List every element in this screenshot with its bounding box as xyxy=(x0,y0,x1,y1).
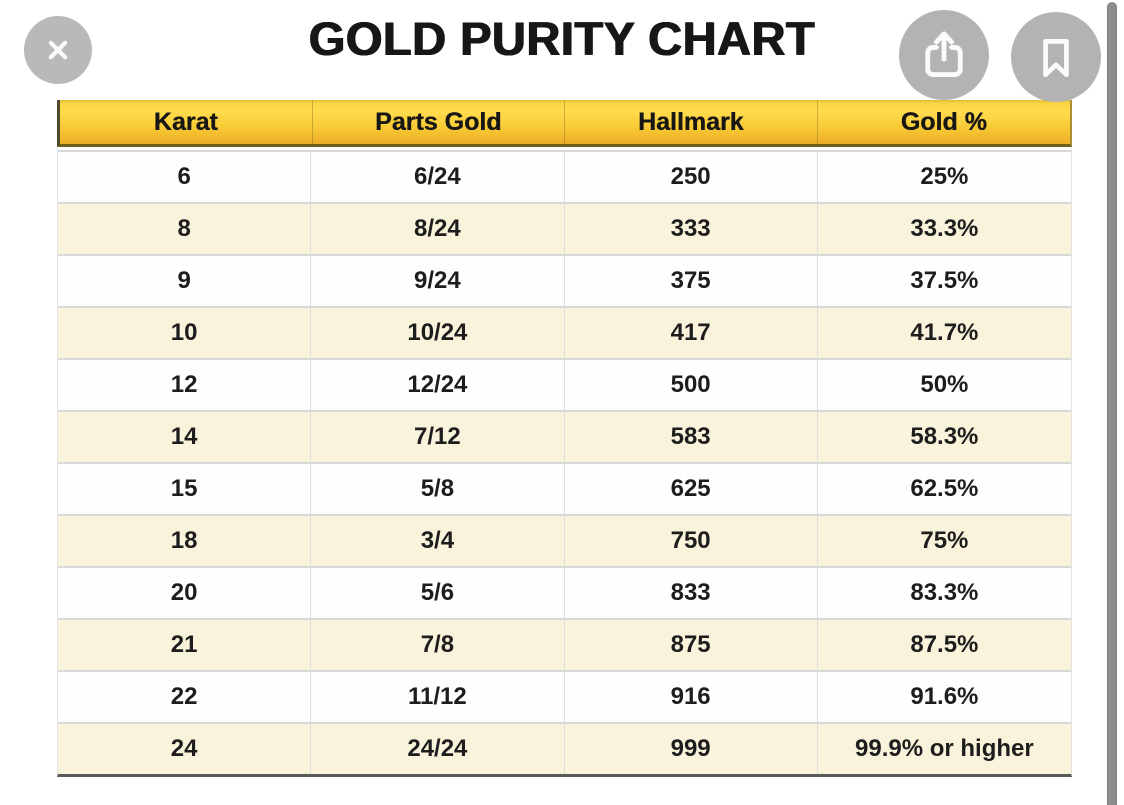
table-cell: 99.9% or higher xyxy=(855,735,1034,762)
table-row: 22 11/12 916 91.6% xyxy=(58,670,1071,722)
table-row: 12 12/24 500 50% xyxy=(58,358,1071,410)
table-cell: 875 xyxy=(565,620,818,670)
table-row: 15 5/8 625 62.5% xyxy=(58,462,1071,514)
table-cell: 75% xyxy=(920,527,969,554)
table-cell: 10 xyxy=(58,308,312,358)
table-row: 6 6/24 250 25% xyxy=(58,150,1071,202)
page-title: GOLD PURITY CHART xyxy=(308,12,816,65)
table-cell: 6 xyxy=(58,152,312,202)
table-body: 6 6/24 250 25% 8 8/24 333 33.3% 9 9/24 375 37.5% 10 1… xyxy=(57,147,1072,777)
table-cell: 916 xyxy=(565,672,818,722)
bookmark-button[interactable] xyxy=(1011,12,1101,102)
table-cell: 3/4 xyxy=(311,516,565,566)
table-cell: 10/24 xyxy=(311,308,565,358)
table-cell: 375 xyxy=(565,256,818,306)
table-cell: 37.5% xyxy=(910,267,979,294)
table-cell: 250 xyxy=(565,152,818,202)
table-cell: 24/24 xyxy=(311,724,565,774)
share-icon xyxy=(918,29,970,81)
table-cell: 41.7% xyxy=(910,319,979,346)
table-cell: 58.3% xyxy=(910,423,979,450)
table-header-karat: Karat xyxy=(60,100,313,144)
table-cell: 11/12 xyxy=(311,672,565,722)
table-cell: 625 xyxy=(565,464,818,514)
table-cell: 8 xyxy=(58,204,312,254)
table-cell: 50% xyxy=(920,371,969,398)
table-cell: 9/24 xyxy=(311,256,565,306)
table-cell: 33.3% xyxy=(910,215,979,242)
table-cell: 7/8 xyxy=(311,620,565,670)
table-cell: 62.5% xyxy=(910,475,979,502)
table-cell: 5/6 xyxy=(311,568,565,618)
table-cell: 9 xyxy=(58,256,312,306)
table-header-parts-gold: Parts Gold xyxy=(313,100,565,144)
table-header-gold-pct: Gold % xyxy=(900,107,987,136)
table-cell: 12/24 xyxy=(311,360,565,410)
table-row: 8 8/24 333 33.3% xyxy=(58,202,1071,254)
table-header-row: Karat Parts Gold Hallmark Gold % xyxy=(57,100,1072,147)
table-cell: 20 xyxy=(58,568,312,618)
table-header-hallmark: Hallmark xyxy=(565,100,818,144)
table-cell: 87.5% xyxy=(910,631,979,658)
table-cell: 12 xyxy=(58,360,312,410)
table-row: 24 24/24 999 99.9% or higher xyxy=(58,722,1071,774)
table-cell: 999 xyxy=(565,724,818,774)
gold-purity-table: Karat Parts Gold Hallmark Gold % 6 6/24 25… xyxy=(57,100,1072,777)
table-cell: 24 xyxy=(58,724,312,774)
table-row: 18 3/4 750 75% xyxy=(58,514,1071,566)
table-cell: 14 xyxy=(58,412,312,462)
table-cell: 833 xyxy=(565,568,818,618)
vertical-scrollbar[interactable] xyxy=(1107,2,1117,805)
table-cell: 15 xyxy=(58,464,312,514)
share-button[interactable] xyxy=(899,10,989,100)
table-cell: 7/12 xyxy=(311,412,565,462)
close-button[interactable] xyxy=(24,16,92,84)
table-cell: 417 xyxy=(565,308,818,358)
table-cell: 22 xyxy=(58,672,312,722)
bookmark-icon xyxy=(1031,32,1081,82)
table-cell: 333 xyxy=(565,204,818,254)
table-cell: 21 xyxy=(58,620,312,670)
table-row: 21 7/8 875 87.5% xyxy=(58,618,1071,670)
table-cell: 5/8 xyxy=(311,464,565,514)
table-row: 9 9/24 375 37.5% xyxy=(58,254,1071,306)
table-cell: 18 xyxy=(58,516,312,566)
table-cell: 25% xyxy=(920,163,969,190)
table-cell: 6/24 xyxy=(311,152,565,202)
table-row: 20 5/6 833 83.3% xyxy=(58,566,1071,618)
table-cell: 750 xyxy=(565,516,818,566)
close-icon xyxy=(41,33,75,67)
table-cell: 91.6% xyxy=(910,683,979,710)
table-cell: 500 xyxy=(565,360,818,410)
table-row: 10 10/24 417 41.7% xyxy=(58,306,1071,358)
table-cell: 8/24 xyxy=(311,204,565,254)
table-cell: 83.3% xyxy=(910,579,979,606)
table-row: 14 7/12 583 58.3% xyxy=(58,410,1071,462)
table-cell: 583 xyxy=(565,412,818,462)
